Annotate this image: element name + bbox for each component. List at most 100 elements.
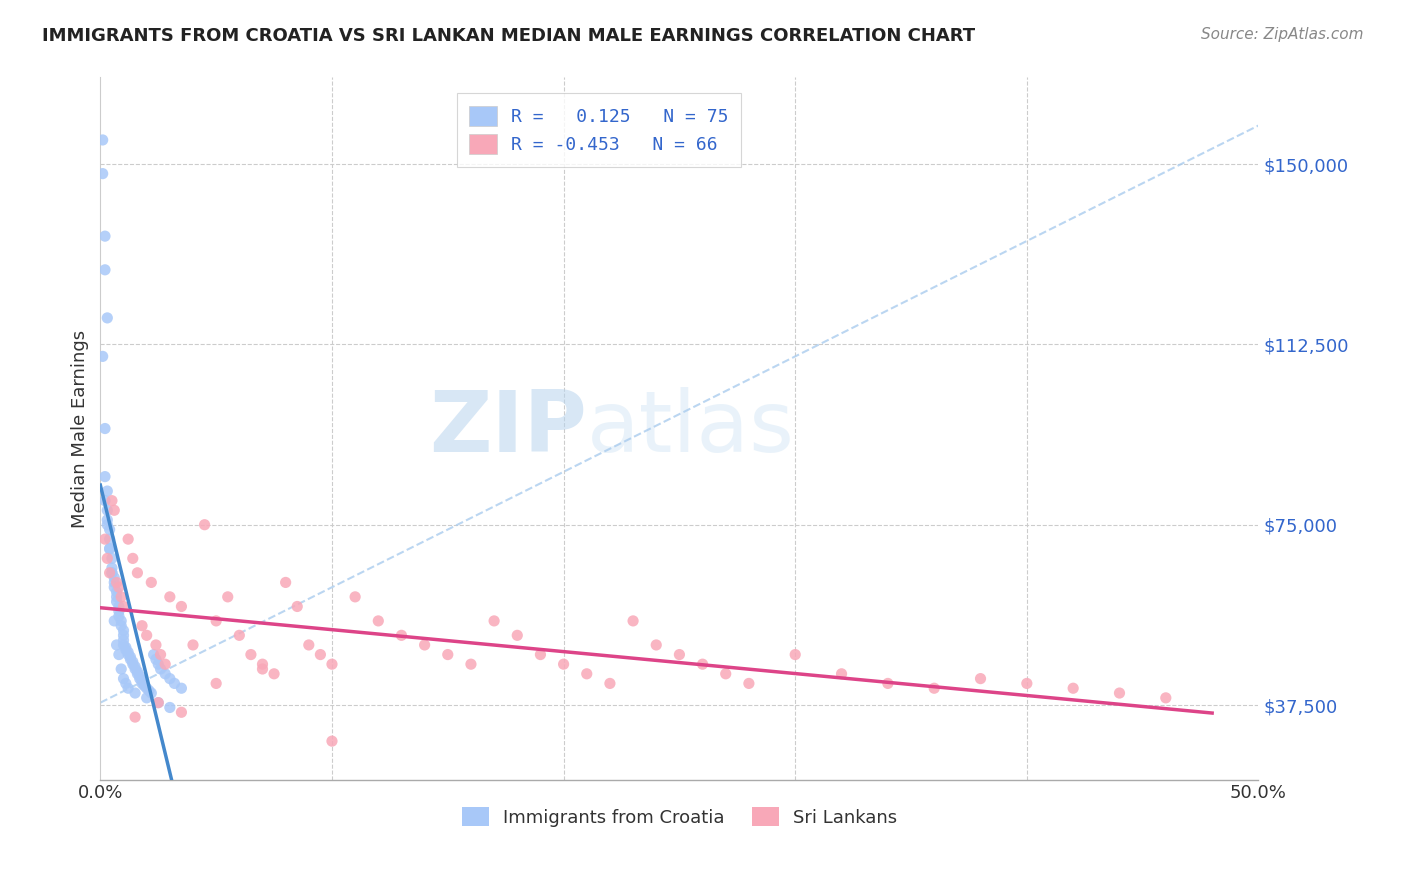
Point <box>298 638 321 652</box>
Point <box>117 532 139 546</box>
Point <box>922 681 945 696</box>
Point <box>159 672 181 686</box>
Point <box>149 662 172 676</box>
Point <box>135 690 157 705</box>
Point <box>131 673 153 688</box>
Point <box>96 513 118 527</box>
Point <box>205 614 228 628</box>
Point <box>94 493 117 508</box>
Point <box>714 666 737 681</box>
Point <box>101 493 124 508</box>
Point <box>98 566 121 580</box>
Point <box>105 590 128 604</box>
Point <box>128 672 150 686</box>
Point <box>110 590 132 604</box>
Point <box>575 666 598 681</box>
Point <box>621 614 644 628</box>
Point <box>94 229 117 244</box>
Point <box>101 551 124 566</box>
Point <box>127 566 149 580</box>
Point <box>101 566 124 580</box>
Point <box>91 350 114 364</box>
Point <box>321 734 343 748</box>
Point <box>553 657 575 672</box>
Point <box>98 541 121 556</box>
Point <box>103 580 125 594</box>
Point <box>108 599 131 614</box>
Point <box>124 662 146 676</box>
Point <box>170 681 193 696</box>
Point <box>1062 681 1084 696</box>
Point <box>110 618 132 632</box>
Point <box>96 517 118 532</box>
Point <box>1015 676 1038 690</box>
Point <box>120 650 142 665</box>
Point <box>529 648 551 662</box>
Point <box>252 657 274 672</box>
Point <box>142 648 165 662</box>
Text: IMMIGRANTS FROM CROATIA VS SRI LANKAN MEDIAN MALE EARNINGS CORRELATION CHART: IMMIGRANTS FROM CROATIA VS SRI LANKAN ME… <box>42 27 976 45</box>
Point <box>94 262 117 277</box>
Point <box>163 676 186 690</box>
Point <box>217 590 239 604</box>
Point <box>117 645 139 659</box>
Point <box>134 679 156 693</box>
Point <box>228 628 250 642</box>
Point <box>135 628 157 642</box>
Point <box>131 618 153 632</box>
Point <box>170 706 193 720</box>
Point <box>94 469 117 483</box>
Point <box>105 595 128 609</box>
Point <box>391 628 413 642</box>
Point <box>108 609 131 624</box>
Point <box>170 599 193 614</box>
Point <box>114 640 136 655</box>
Point <box>285 599 308 614</box>
Point <box>91 167 114 181</box>
Point <box>103 575 125 590</box>
Point <box>239 648 262 662</box>
Point <box>599 676 621 690</box>
Point <box>413 638 436 652</box>
Point <box>114 642 136 657</box>
Point <box>148 696 170 710</box>
Point <box>105 575 128 590</box>
Point <box>141 575 163 590</box>
Point <box>263 666 285 681</box>
Point <box>131 676 153 690</box>
Point <box>124 686 146 700</box>
Point <box>344 590 367 604</box>
Point <box>155 657 177 672</box>
Point <box>148 657 170 672</box>
Point <box>114 676 136 690</box>
Point <box>91 133 114 147</box>
Point <box>194 517 217 532</box>
Point <box>112 672 135 686</box>
Text: ZIP: ZIP <box>429 387 586 470</box>
Text: atlas: atlas <box>586 387 794 470</box>
Point <box>367 614 389 628</box>
Point <box>482 614 505 628</box>
Point <box>127 666 149 681</box>
Point <box>252 662 274 676</box>
Point <box>98 523 121 537</box>
Point <box>112 638 135 652</box>
Point <box>148 696 170 710</box>
Point <box>138 683 160 698</box>
Point <box>98 541 121 556</box>
Point <box>738 676 761 690</box>
Point <box>159 700 181 714</box>
Point <box>101 561 124 575</box>
Point <box>108 580 131 594</box>
Point <box>124 710 146 724</box>
Point <box>155 666 177 681</box>
Point <box>105 638 128 652</box>
Point <box>103 571 125 585</box>
Point <box>1108 686 1130 700</box>
Point <box>436 648 458 662</box>
Point <box>274 575 297 590</box>
Point <box>103 503 125 517</box>
Point <box>309 648 332 662</box>
Point <box>121 655 143 669</box>
Point <box>96 551 118 566</box>
